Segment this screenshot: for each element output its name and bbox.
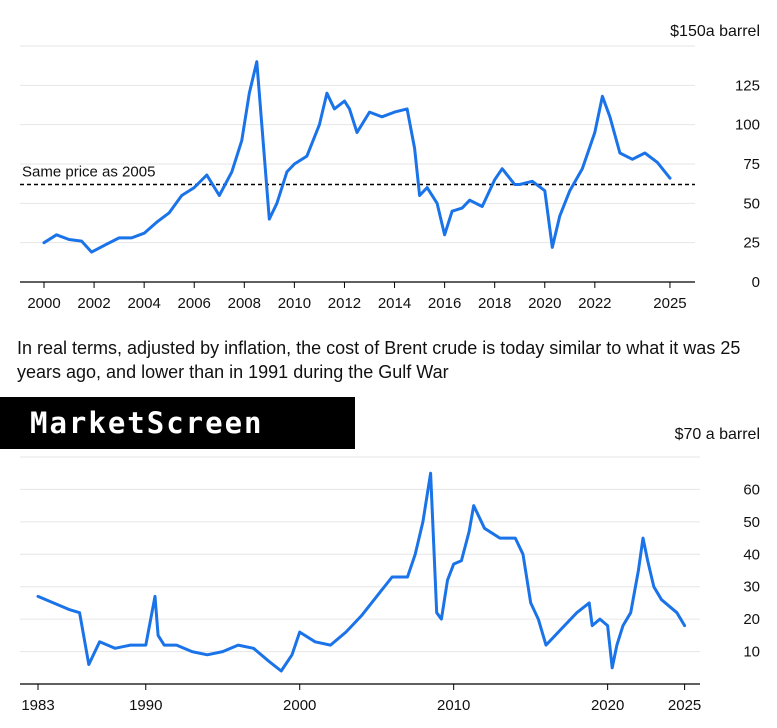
y-tick-label: 75 [743,156,760,173]
y-tick-label: 40 [743,546,760,563]
y-tick-label: 50 [743,514,760,531]
x-tick-label: 2020 [591,697,624,714]
brand-banner: MarketScreen [0,397,355,449]
x-tick-label: 2000 [27,295,60,312]
x-tick-label: 2016 [428,295,461,312]
x-tick-label: 2000 [283,697,316,714]
x-tick-label: 1983 [21,697,54,714]
y-tick-label: 25 [743,235,760,252]
x-tick-label: 2025 [668,697,701,714]
x-tick-label: 2012 [328,295,361,312]
x-tick-label: 2010 [278,295,311,312]
x-tick-label: 2020 [528,295,561,312]
x-tick-label: 2022 [578,295,611,312]
x-tick-label: 2006 [178,295,211,312]
y-tick-label: 0 [752,274,760,291]
x-tick-label: 1990 [129,697,162,714]
chart-real-price-svg: 10 20 30 40 50 60 1983 1990 2000 2010 2020 2025 [20,456,760,714]
y-tick-label: 20 [743,611,760,628]
series-line [42,60,672,254]
y-tick-label: 10 [743,644,760,661]
y-tick-label: 100 [735,117,760,134]
caption: In real terms, adjusted by inflation, th… [17,338,741,382]
series-line [36,471,687,673]
y-tick-label: 125 [735,77,760,94]
x-tick-label: 2025 [653,295,686,312]
x-tick-label: 2004 [127,295,160,312]
unit-label: $150a barrel [670,23,760,40]
chart-nominal-price: $150a barrel 0 25 50 75 100 125 2000 2002 2004 200… [0,0,777,320]
x-tick-label: 2002 [77,295,110,312]
chart-real-price: 10 20 30 40 50 60 1983 1990 2000 2010 2020 2025 [0,450,777,728]
y-tick-label: 60 [743,481,760,498]
chart-nominal-price-svg: $150a barrel 0 25 50 75 100 125 2000 2002 2004 200… [20,23,760,312]
unit-label: $70 a barrel [675,426,760,443]
x-tick-label: 2010 [437,697,470,714]
unit-label-overlay: $70 a barrel [675,426,760,443]
brand-logo-text: MarketScreen [30,406,264,440]
x-tick-label: 2014 [378,295,411,312]
y-tick-label: 30 [743,579,760,596]
x-tick-label: 2018 [478,295,511,312]
y-tick-label: 50 [743,195,760,212]
x-tick-label: 2008 [228,295,261,312]
reference-line-label: Same price as 2005 [22,163,155,180]
